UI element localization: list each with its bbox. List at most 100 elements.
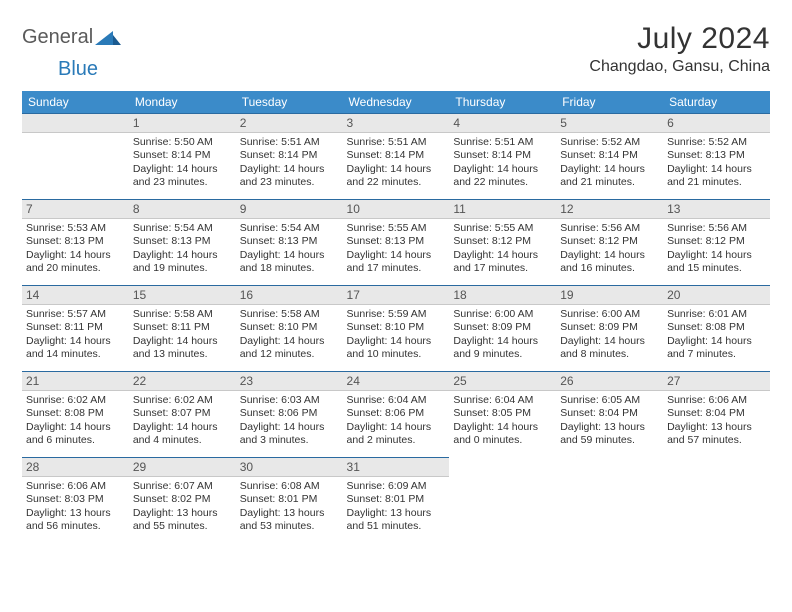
sunset-line: Sunset: 8:01 PM	[240, 493, 339, 506]
calendar-cell: 24Sunrise: 6:04 AMSunset: 8:06 PMDayligh…	[343, 371, 450, 457]
daylight-line: Daylight: 14 hours and 17 minutes.	[453, 249, 552, 276]
calendar-cell: 6Sunrise: 5:52 AMSunset: 8:13 PMDaylight…	[663, 113, 770, 199]
sunset-line: Sunset: 8:06 PM	[347, 407, 446, 420]
day-body: Sunrise: 5:58 AMSunset: 8:11 PMDaylight:…	[129, 305, 236, 365]
daylight-line: Daylight: 13 hours and 57 minutes.	[667, 421, 766, 448]
sunset-line: Sunset: 8:14 PM	[240, 149, 339, 162]
day-number: 6	[663, 113, 770, 133]
logo: General	[22, 22, 123, 49]
day-body: Sunrise: 5:52 AMSunset: 8:13 PMDaylight:…	[663, 133, 770, 193]
calendar-cell: 18Sunrise: 6:00 AMSunset: 8:09 PMDayligh…	[449, 285, 556, 371]
weekday-row: SundayMondayTuesdayWednesdayThursdayFrid…	[22, 91, 770, 113]
calendar-cell: 30Sunrise: 6:08 AMSunset: 8:01 PMDayligh…	[236, 457, 343, 543]
day-wrap: 1Sunrise: 5:50 AMSunset: 8:14 PMDaylight…	[129, 113, 236, 199]
calendar-cell: 13Sunrise: 5:56 AMSunset: 8:12 PMDayligh…	[663, 199, 770, 285]
day-body: Sunrise: 5:51 AMSunset: 8:14 PMDaylight:…	[343, 133, 450, 193]
calendar-cell: 22Sunrise: 6:02 AMSunset: 8:07 PMDayligh…	[129, 371, 236, 457]
calendar-cell: 28Sunrise: 6:06 AMSunset: 8:03 PMDayligh…	[22, 457, 129, 543]
day-number: 18	[449, 285, 556, 305]
day-body: Sunrise: 6:08 AMSunset: 8:01 PMDaylight:…	[236, 477, 343, 537]
day-body: Sunrise: 5:55 AMSunset: 8:12 PMDaylight:…	[449, 219, 556, 279]
sunset-line: Sunset: 8:13 PM	[26, 235, 125, 248]
daylight-line: Daylight: 14 hours and 2 minutes.	[347, 421, 446, 448]
sunset-line: Sunset: 8:04 PM	[560, 407, 659, 420]
sunset-line: Sunset: 8:12 PM	[667, 235, 766, 248]
calendar-cell: 10Sunrise: 5:55 AMSunset: 8:13 PMDayligh…	[343, 199, 450, 285]
day-number: 4	[449, 113, 556, 133]
calendar-cell: 8Sunrise: 5:54 AMSunset: 8:13 PMDaylight…	[129, 199, 236, 285]
sunset-line: Sunset: 8:03 PM	[26, 493, 125, 506]
day-number: 29	[129, 457, 236, 477]
calendar-cell: 31Sunrise: 6:09 AMSunset: 8:01 PMDayligh…	[343, 457, 450, 543]
day-number: 24	[343, 371, 450, 391]
sunrise-line: Sunrise: 6:03 AM	[240, 394, 339, 407]
daylight-line: Daylight: 14 hours and 19 minutes.	[133, 249, 232, 276]
day-number: 14	[22, 285, 129, 305]
day-body: Sunrise: 6:01 AMSunset: 8:08 PMDaylight:…	[663, 305, 770, 365]
sunset-line: Sunset: 8:14 PM	[347, 149, 446, 162]
day-number: 19	[556, 285, 663, 305]
daylight-line: Daylight: 14 hours and 17 minutes.	[347, 249, 446, 276]
calendar-cell: 15Sunrise: 5:58 AMSunset: 8:11 PMDayligh…	[129, 285, 236, 371]
weekday-header: Sunday	[22, 91, 129, 113]
calendar-week-row: 14Sunrise: 5:57 AMSunset: 8:11 PMDayligh…	[22, 285, 770, 371]
sunrise-line: Sunrise: 6:01 AM	[667, 308, 766, 321]
day-wrap: 23Sunrise: 6:03 AMSunset: 8:06 PMDayligh…	[236, 371, 343, 457]
calendar-cell: 20Sunrise: 6:01 AMSunset: 8:08 PMDayligh…	[663, 285, 770, 371]
sunset-line: Sunset: 8:06 PM	[240, 407, 339, 420]
sunset-line: Sunset: 8:14 PM	[560, 149, 659, 162]
calendar-cell: 25Sunrise: 6:04 AMSunset: 8:05 PMDayligh…	[449, 371, 556, 457]
day-wrap: 27Sunrise: 6:06 AMSunset: 8:04 PMDayligh…	[663, 371, 770, 457]
weekday-header: Monday	[129, 91, 236, 113]
calendar-week-row: 21Sunrise: 6:02 AMSunset: 8:08 PMDayligh…	[22, 371, 770, 457]
day-number: 21	[22, 371, 129, 391]
day-number: 23	[236, 371, 343, 391]
calendar-cell	[663, 457, 770, 543]
daylight-line: Daylight: 14 hours and 20 minutes.	[26, 249, 125, 276]
day-wrap: 8Sunrise: 5:54 AMSunset: 8:13 PMDaylight…	[129, 199, 236, 285]
sunrise-line: Sunrise: 6:05 AM	[560, 394, 659, 407]
day-number: 16	[236, 285, 343, 305]
calendar-cell: 1Sunrise: 5:50 AMSunset: 8:14 PMDaylight…	[129, 113, 236, 199]
sunset-line: Sunset: 8:11 PM	[26, 321, 125, 334]
day-wrap: 19Sunrise: 6:00 AMSunset: 8:09 PMDayligh…	[556, 285, 663, 371]
calendar-cell: 29Sunrise: 6:07 AMSunset: 8:02 PMDayligh…	[129, 457, 236, 543]
calendar-cell: 26Sunrise: 6:05 AMSunset: 8:04 PMDayligh…	[556, 371, 663, 457]
day-body: Sunrise: 6:00 AMSunset: 8:09 PMDaylight:…	[449, 305, 556, 365]
daylight-line: Daylight: 13 hours and 53 minutes.	[240, 507, 339, 534]
calendar-cell: 4Sunrise: 5:51 AMSunset: 8:14 PMDaylight…	[449, 113, 556, 199]
calendar-body: 1Sunrise: 5:50 AMSunset: 8:14 PMDaylight…	[22, 113, 770, 543]
day-body: Sunrise: 5:52 AMSunset: 8:14 PMDaylight:…	[556, 133, 663, 193]
calendar-cell	[22, 113, 129, 199]
day-wrap: 11Sunrise: 5:55 AMSunset: 8:12 PMDayligh…	[449, 199, 556, 285]
sunset-line: Sunset: 8:08 PM	[26, 407, 125, 420]
calendar-cell: 21Sunrise: 6:02 AMSunset: 8:08 PMDayligh…	[22, 371, 129, 457]
day-wrap: 9Sunrise: 5:54 AMSunset: 8:13 PMDaylight…	[236, 199, 343, 285]
sunrise-line: Sunrise: 6:06 AM	[26, 480, 125, 493]
day-body: Sunrise: 5:50 AMSunset: 8:14 PMDaylight:…	[129, 133, 236, 193]
day-wrap: 22Sunrise: 6:02 AMSunset: 8:07 PMDayligh…	[129, 371, 236, 457]
daylight-line: Daylight: 13 hours and 55 minutes.	[133, 507, 232, 534]
daylight-line: Daylight: 14 hours and 22 minutes.	[453, 163, 552, 190]
sunrise-line: Sunrise: 5:58 AM	[240, 308, 339, 321]
day-body: Sunrise: 5:56 AMSunset: 8:12 PMDaylight:…	[556, 219, 663, 279]
sunset-line: Sunset: 8:13 PM	[240, 235, 339, 248]
day-body: Sunrise: 6:04 AMSunset: 8:05 PMDaylight:…	[449, 391, 556, 451]
logo-text-blue: Blue	[58, 58, 98, 80]
daylight-line: Daylight: 14 hours and 4 minutes.	[133, 421, 232, 448]
day-body: Sunrise: 6:02 AMSunset: 8:08 PMDaylight:…	[22, 391, 129, 451]
day-wrap: 24Sunrise: 6:04 AMSunset: 8:06 PMDayligh…	[343, 371, 450, 457]
day-body: Sunrise: 5:54 AMSunset: 8:13 PMDaylight:…	[236, 219, 343, 279]
day-body: Sunrise: 5:57 AMSunset: 8:11 PMDaylight:…	[22, 305, 129, 365]
sunset-line: Sunset: 8:09 PM	[453, 321, 552, 334]
calendar-cell: 3Sunrise: 5:51 AMSunset: 8:14 PMDaylight…	[343, 113, 450, 199]
day-wrap: 18Sunrise: 6:00 AMSunset: 8:09 PMDayligh…	[449, 285, 556, 371]
day-wrap: 21Sunrise: 6:02 AMSunset: 8:08 PMDayligh…	[22, 371, 129, 457]
calendar-cell: 7Sunrise: 5:53 AMSunset: 8:13 PMDaylight…	[22, 199, 129, 285]
daylight-line: Daylight: 13 hours and 51 minutes.	[347, 507, 446, 534]
sunset-line: Sunset: 8:08 PM	[667, 321, 766, 334]
day-number: 12	[556, 199, 663, 219]
day-number: 15	[129, 285, 236, 305]
day-number: 3	[343, 113, 450, 133]
sunset-line: Sunset: 8:13 PM	[347, 235, 446, 248]
